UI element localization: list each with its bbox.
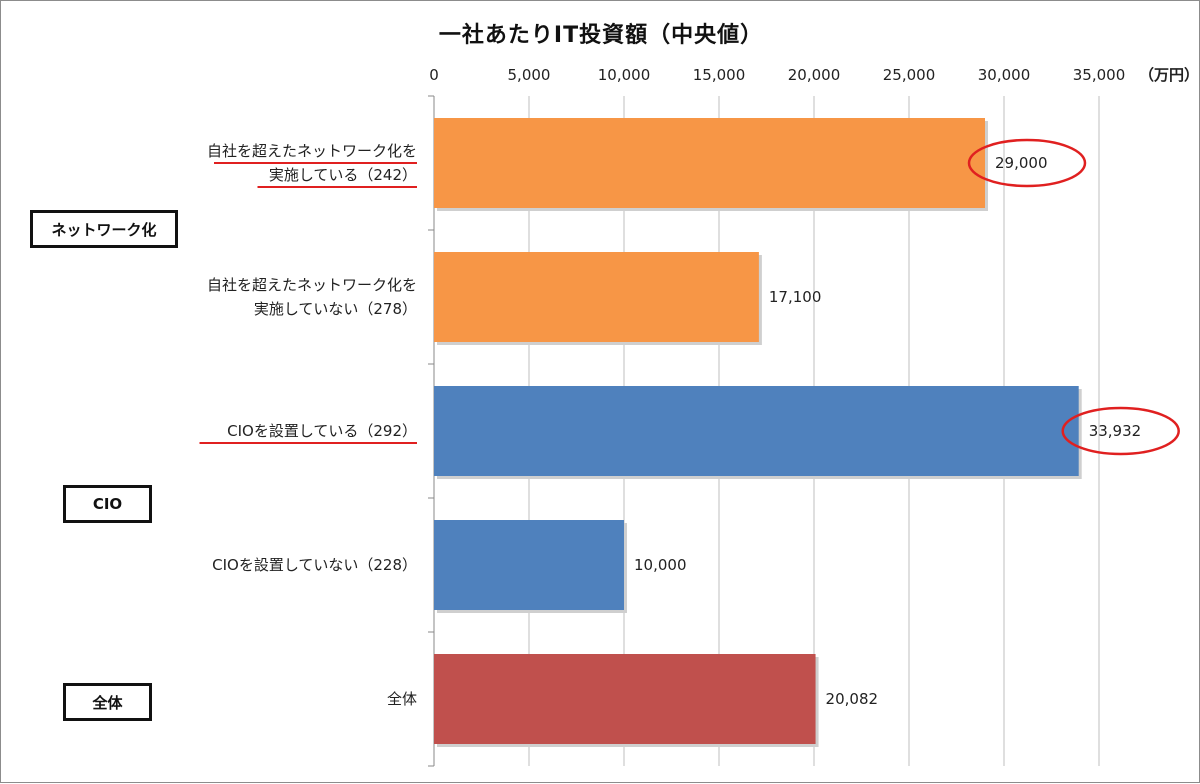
unit-label: （万円） [1139, 66, 1199, 84]
x-tick-label: 25,000 [883, 66, 936, 84]
x-tick-label: 30,000 [978, 66, 1031, 84]
bar [434, 520, 624, 610]
chart-title: 一社あたりIT投資額（中央値） [438, 23, 764, 48]
x-tick-label: 35,000 [1073, 66, 1126, 84]
x-tick-label: 5,000 [508, 66, 551, 84]
x-tick-label: 10,000 [598, 66, 651, 84]
category-label: 自社を超えたネットワーク化を [207, 276, 417, 294]
x-tick-label: 0 [429, 66, 439, 84]
x-tick-label: 20,000 [788, 66, 841, 84]
highlight-circle [967, 138, 1087, 188]
group-label-total: 全体 [63, 683, 152, 721]
group-label-network: ネットワーク化 [30, 210, 178, 248]
category-label: CIOを設置している（292） [227, 422, 417, 440]
category-label: 実施している（242） [269, 166, 417, 184]
category-label: 自社を超えたネットワーク化を [207, 142, 417, 160]
category-label: 全体 [387, 690, 417, 708]
value-label: 33,932 [1089, 422, 1142, 440]
bar [434, 386, 1079, 476]
value-label: 20,082 [826, 690, 879, 708]
x-tick-label: 15,000 [693, 66, 746, 84]
category-label: CIOを設置していない（228） [212, 556, 417, 574]
bar [434, 252, 759, 342]
value-label: 17,100 [769, 288, 822, 306]
bar [434, 118, 985, 208]
category-label: 実施していない（278） [254, 300, 417, 318]
group-label-cio: CIO [63, 485, 152, 523]
bar [434, 654, 816, 744]
value-label: 29,000 [995, 154, 1048, 172]
value-label: 10,000 [634, 556, 687, 574]
highlight-circle [1061, 406, 1180, 456]
